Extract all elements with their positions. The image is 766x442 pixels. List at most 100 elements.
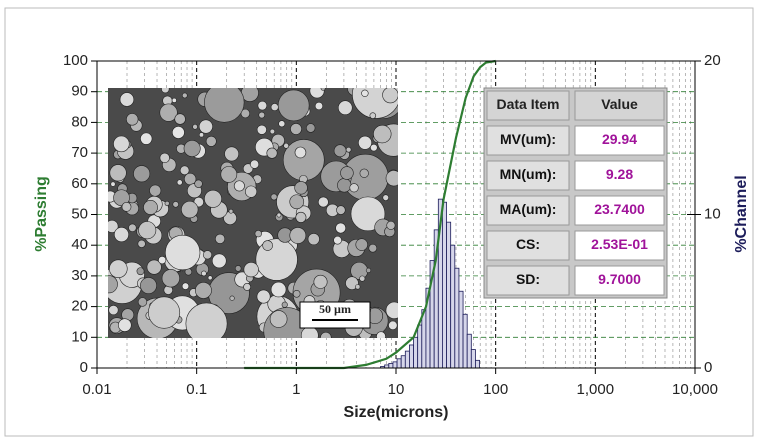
particle (373, 125, 391, 143)
particle (172, 126, 184, 138)
bar (467, 334, 471, 368)
particle (225, 147, 239, 161)
particle (172, 98, 176, 102)
particle (206, 136, 216, 146)
particle (255, 230, 262, 237)
particle (350, 184, 359, 193)
y-tick-label: 100 (63, 52, 88, 69)
bar (405, 351, 409, 368)
particle (114, 227, 128, 241)
particle (245, 186, 256, 197)
particle (182, 283, 189, 290)
particle (284, 143, 289, 148)
particle (278, 90, 309, 121)
value-text: 9.28 (606, 166, 633, 182)
particle (184, 140, 200, 156)
particle (290, 195, 304, 209)
particle (143, 200, 157, 214)
particle (229, 209, 233, 213)
particle (263, 241, 273, 251)
particle (334, 145, 346, 157)
particle (204, 83, 244, 123)
particle (201, 271, 206, 276)
y-tick-label: 10 (71, 328, 88, 345)
particle (277, 213, 281, 217)
bar (442, 202, 446, 368)
item-text: SD: (516, 271, 540, 287)
y-tick-label: 70 (71, 144, 88, 161)
particle (337, 178, 351, 192)
particle (244, 262, 259, 277)
particle (315, 102, 323, 110)
particle (355, 285, 360, 290)
x-tick-label: 0.01 (82, 381, 111, 398)
y-tick-label: 50 (71, 205, 88, 222)
particle (356, 239, 368, 251)
bar (401, 356, 405, 368)
particle (138, 240, 146, 248)
particle (362, 90, 369, 97)
x-tick-label: 1 (292, 381, 300, 398)
particle (290, 227, 306, 243)
y2-tick-label: 10 (704, 205, 721, 222)
particle (180, 166, 189, 175)
particle (257, 125, 266, 134)
particle (184, 173, 196, 185)
particle (181, 201, 198, 218)
particle (120, 93, 134, 107)
particle (165, 235, 200, 270)
particle (195, 180, 203, 188)
particle (215, 234, 224, 243)
particle (296, 212, 306, 222)
bar (451, 245, 455, 368)
particle (383, 195, 389, 201)
particle (165, 201, 169, 205)
x-tick-label: 10,000 (672, 381, 718, 398)
particle (199, 133, 203, 137)
x-tick-label: 1,000 (577, 381, 615, 398)
particle (250, 160, 258, 168)
particle (267, 148, 277, 158)
particle (360, 276, 365, 281)
chart: 50 µm Data ItemValueMV(um):29.94MN(um):9… (0, 0, 766, 442)
item-text: MV(um): (500, 131, 556, 147)
stats-table: Data ItemValueMV(um):29.94MN(um):9.28MA(… (484, 88, 667, 298)
header-text: Data Item (496, 96, 559, 112)
particle (308, 233, 319, 244)
particle (358, 136, 371, 149)
particle (388, 321, 397, 330)
particle (140, 277, 156, 293)
x-tick-label: 100 (483, 381, 508, 398)
bar (409, 345, 413, 368)
bar (422, 310, 426, 368)
particle (129, 224, 137, 232)
particle (257, 290, 270, 303)
particle (158, 256, 166, 264)
particle (110, 165, 127, 182)
bar (447, 222, 451, 368)
particle (295, 147, 306, 158)
particle (346, 147, 351, 152)
particle (133, 166, 149, 182)
particle (271, 103, 278, 110)
bar (471, 350, 475, 368)
x-axis-label: Size(microns) (344, 404, 449, 421)
particle (208, 276, 212, 280)
bar (389, 363, 393, 368)
particle (195, 282, 211, 298)
particle (283, 139, 324, 180)
particle (290, 123, 301, 134)
x-tick-label: 0.1 (186, 381, 207, 398)
y-tick-label: 80 (71, 113, 88, 130)
value-text: 23.7400 (594, 201, 645, 217)
particle (370, 113, 376, 119)
y-tick-label: 40 (71, 236, 88, 253)
particle (203, 251, 212, 260)
particle (360, 169, 369, 178)
bar (418, 325, 422, 368)
particle (221, 166, 237, 182)
value-text: 29.94 (602, 131, 637, 147)
particle (182, 93, 187, 98)
particle (122, 202, 131, 211)
value-text: 2.53E-01 (591, 236, 648, 252)
